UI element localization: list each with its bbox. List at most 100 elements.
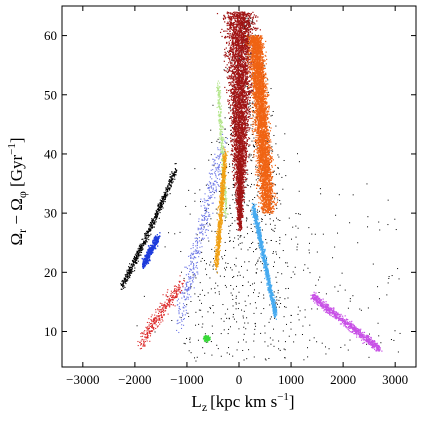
data-point <box>294 273 296 275</box>
data-point <box>239 135 241 137</box>
data-point <box>248 103 250 105</box>
data-point <box>146 332 149 335</box>
data-point <box>123 277 125 279</box>
data-point <box>214 250 216 252</box>
data-point <box>159 318 161 320</box>
data-point <box>223 163 225 165</box>
data-point <box>307 347 309 349</box>
data-point <box>179 286 181 288</box>
data-point <box>244 193 246 195</box>
data-point <box>227 55 229 57</box>
data-point <box>249 247 251 249</box>
data-point <box>129 277 131 279</box>
data-point <box>169 299 171 301</box>
data-point <box>174 290 176 292</box>
data-point <box>187 298 189 300</box>
data-point <box>216 90 218 92</box>
data-point <box>147 232 149 234</box>
data-point <box>222 162 224 165</box>
data-point <box>217 245 219 247</box>
data-point <box>239 12 241 14</box>
data-point <box>155 236 157 239</box>
data-point <box>225 216 227 218</box>
data-point <box>242 168 244 170</box>
data-point <box>275 143 277 145</box>
data-point <box>215 188 217 190</box>
data-point <box>219 218 221 220</box>
data-point <box>204 217 206 219</box>
data-point <box>126 273 128 275</box>
data-point <box>157 204 160 207</box>
data-point <box>222 139 224 141</box>
data-point <box>388 276 390 278</box>
data-point <box>242 137 244 139</box>
data-point <box>152 222 154 224</box>
data-point <box>246 140 248 143</box>
data-point <box>156 216 158 219</box>
data-point <box>164 198 166 201</box>
data-point <box>238 78 241 80</box>
data-point <box>287 297 289 299</box>
data-point <box>183 277 185 279</box>
data-point <box>178 308 180 310</box>
data-point <box>222 164 224 166</box>
data-point <box>244 23 246 25</box>
data-point <box>234 194 236 196</box>
data-point <box>347 307 349 309</box>
data-point <box>235 302 237 304</box>
data-point <box>184 299 186 301</box>
data-point <box>220 129 222 131</box>
data-point <box>149 330 151 332</box>
data-point <box>217 155 219 157</box>
data-point <box>303 359 305 361</box>
data-point <box>224 16 226 18</box>
data-point <box>148 257 150 259</box>
data-point <box>219 231 221 234</box>
data-point <box>167 183 170 185</box>
data-point <box>335 214 337 216</box>
data-point <box>147 259 149 261</box>
data-point <box>150 228 152 230</box>
data-point <box>257 259 259 261</box>
data-point <box>166 195 168 197</box>
data-point <box>248 62 250 64</box>
data-point <box>133 258 135 260</box>
data-point <box>247 295 249 297</box>
data-point <box>162 202 165 205</box>
data-point <box>218 101 220 103</box>
data-point <box>296 249 298 251</box>
data-point <box>140 344 142 346</box>
data-point <box>314 233 316 235</box>
data-point <box>139 249 141 251</box>
data-point <box>218 185 220 187</box>
data-point <box>253 289 255 291</box>
data-point <box>217 258 219 260</box>
data-point <box>250 124 252 126</box>
data-point <box>217 206 220 208</box>
data-point <box>140 246 143 248</box>
data-point <box>161 206 163 208</box>
data-point <box>155 219 157 221</box>
data-point <box>239 242 241 244</box>
data-point <box>264 358 266 360</box>
data-point <box>216 231 219 233</box>
data-point <box>176 323 178 325</box>
data-point <box>192 263 195 265</box>
data-point <box>218 173 220 175</box>
data-point <box>225 165 228 168</box>
data-point <box>347 349 349 351</box>
data-point <box>220 144 222 146</box>
data-point <box>217 228 219 230</box>
data-point <box>277 167 279 168</box>
data-point <box>159 203 161 205</box>
data-point <box>257 242 259 244</box>
data-point <box>258 245 260 247</box>
data-point <box>152 321 155 323</box>
data-point <box>240 83 242 85</box>
data-point <box>174 287 176 290</box>
data-point <box>211 178 213 180</box>
data-point <box>122 283 124 285</box>
data-point <box>240 105 242 107</box>
data-point <box>214 197 216 199</box>
data-point <box>224 165 227 167</box>
